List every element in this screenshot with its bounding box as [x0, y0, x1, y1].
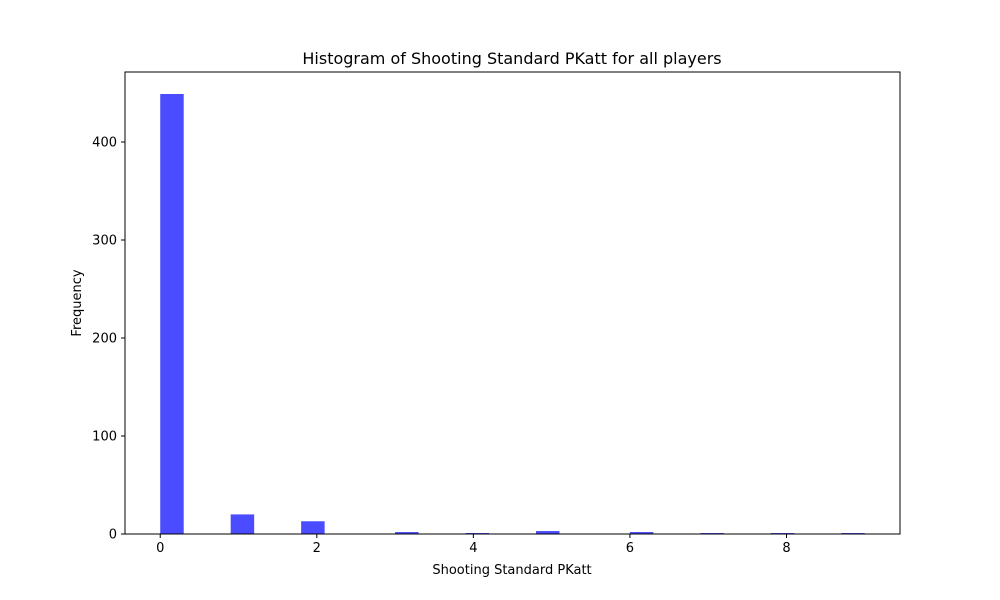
histogram-bar	[231, 514, 254, 534]
x-tick-label: 6	[626, 541, 634, 556]
x-axis-label: Shooting Standard PKatt	[432, 563, 591, 578]
y-axis-ticks: 0 100 200 300 400	[92, 136, 125, 543]
histogram-bar	[301, 521, 324, 534]
x-tick-label: 4	[469, 541, 477, 556]
y-axis-label: Frequency	[70, 269, 85, 336]
x-tick-label: 0	[156, 541, 164, 556]
y-tick-label: 100	[92, 430, 117, 445]
y-tick-label: 200	[92, 332, 117, 347]
x-axis-ticks: 0 2 4 6 8	[156, 534, 791, 556]
y-tick-label: 400	[92, 136, 117, 151]
x-tick-label: 2	[313, 541, 321, 556]
chart-title: Histogram of Shooting Standard PKatt for…	[302, 49, 721, 68]
histogram-bar	[160, 94, 183, 534]
bars-group	[160, 94, 865, 534]
plot-frame	[125, 72, 900, 534]
x-tick-label: 8	[782, 541, 790, 556]
y-tick-label: 300	[92, 234, 117, 249]
y-tick-label: 0	[109, 528, 117, 543]
